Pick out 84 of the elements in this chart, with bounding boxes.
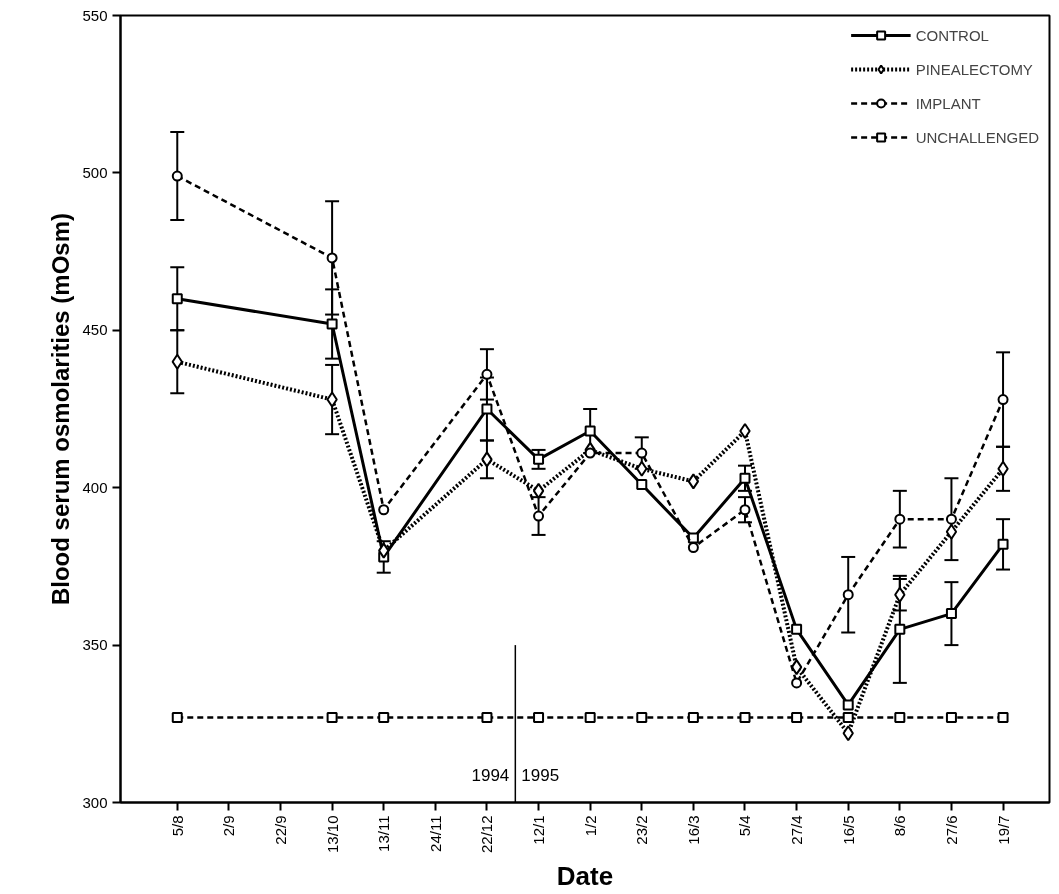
point xyxy=(687,712,699,723)
point xyxy=(997,394,1009,406)
point xyxy=(636,460,648,477)
point xyxy=(481,403,493,415)
point xyxy=(171,712,183,723)
point xyxy=(378,504,390,516)
point xyxy=(636,447,648,459)
x-tick-label: 5/4 xyxy=(736,815,754,837)
x-tick-label: 24/11 xyxy=(426,815,444,852)
legend-label: PINEALECTOMY xyxy=(915,60,1033,78)
x-tick-label: 2/9 xyxy=(220,815,238,837)
point xyxy=(842,699,854,711)
point xyxy=(326,318,338,330)
point xyxy=(584,712,596,723)
legend-label: CONTROL xyxy=(915,26,989,44)
point xyxy=(791,623,803,635)
point xyxy=(326,252,338,264)
point xyxy=(171,293,183,305)
point xyxy=(842,725,854,742)
y-tick-label: 450 xyxy=(82,321,108,339)
point xyxy=(687,473,700,490)
point xyxy=(326,712,338,723)
x-tick-label: 12/1 xyxy=(530,815,548,845)
point xyxy=(636,479,648,491)
point xyxy=(533,453,545,465)
point xyxy=(945,523,958,540)
point xyxy=(894,712,906,723)
annotation: 1995 xyxy=(521,765,560,785)
annotation: 1994 xyxy=(471,765,510,785)
point xyxy=(739,712,751,723)
point xyxy=(997,712,1009,723)
point xyxy=(532,482,545,499)
point xyxy=(533,510,545,522)
point xyxy=(584,447,596,459)
point xyxy=(584,425,596,437)
point xyxy=(894,623,906,635)
x-tick-label: 16/3 xyxy=(684,815,702,845)
point xyxy=(636,712,648,723)
x-tick-label: 1/2 xyxy=(581,815,599,837)
point xyxy=(378,712,390,723)
point xyxy=(481,368,493,380)
legend-label: IMPLANT xyxy=(915,94,981,112)
x-tick-label: 16/5 xyxy=(839,815,857,845)
x-axis-title: Date xyxy=(556,861,614,892)
point xyxy=(791,712,803,723)
x-tick-label: 22/12 xyxy=(478,815,496,854)
point xyxy=(997,460,1009,477)
point xyxy=(739,504,751,516)
point xyxy=(945,712,957,723)
y-tick-label: 500 xyxy=(82,163,108,181)
y-tick-label: 350 xyxy=(82,636,108,654)
point xyxy=(790,659,803,676)
x-tick-label: 19/7 xyxy=(994,815,1012,845)
point xyxy=(894,513,906,525)
x-tick-label: 27/4 xyxy=(788,815,806,845)
point xyxy=(378,542,390,559)
point xyxy=(894,586,906,603)
point xyxy=(533,712,545,723)
x-tick-label: 13/10 xyxy=(323,815,341,854)
point xyxy=(842,712,854,723)
point xyxy=(842,589,854,601)
x-tick-label: 23/2 xyxy=(633,815,651,845)
y-tick-label: 400 xyxy=(82,478,108,496)
legend-label: UNCHALLENGED xyxy=(915,128,1039,146)
point xyxy=(791,677,803,689)
point xyxy=(997,538,1009,550)
x-tick-label: 27/6 xyxy=(942,815,960,845)
y-axis-title: Blood serum osmolarities (mOsm) xyxy=(47,212,75,606)
point xyxy=(945,513,957,525)
x-tick-label: 13/11 xyxy=(375,815,393,852)
x-tick-label: 5/8 xyxy=(168,815,186,837)
y-tick-label: 300 xyxy=(82,793,108,811)
point xyxy=(945,608,957,620)
point xyxy=(739,423,751,440)
point xyxy=(481,451,493,468)
y-tick-label: 550 xyxy=(82,6,108,24)
x-tick-label: 8/6 xyxy=(891,815,909,837)
x-tick-label: 22/9 xyxy=(271,815,289,845)
point xyxy=(171,170,183,182)
point xyxy=(739,472,751,484)
point xyxy=(171,353,183,370)
point xyxy=(326,391,338,408)
point xyxy=(481,712,493,723)
point xyxy=(687,542,699,553)
